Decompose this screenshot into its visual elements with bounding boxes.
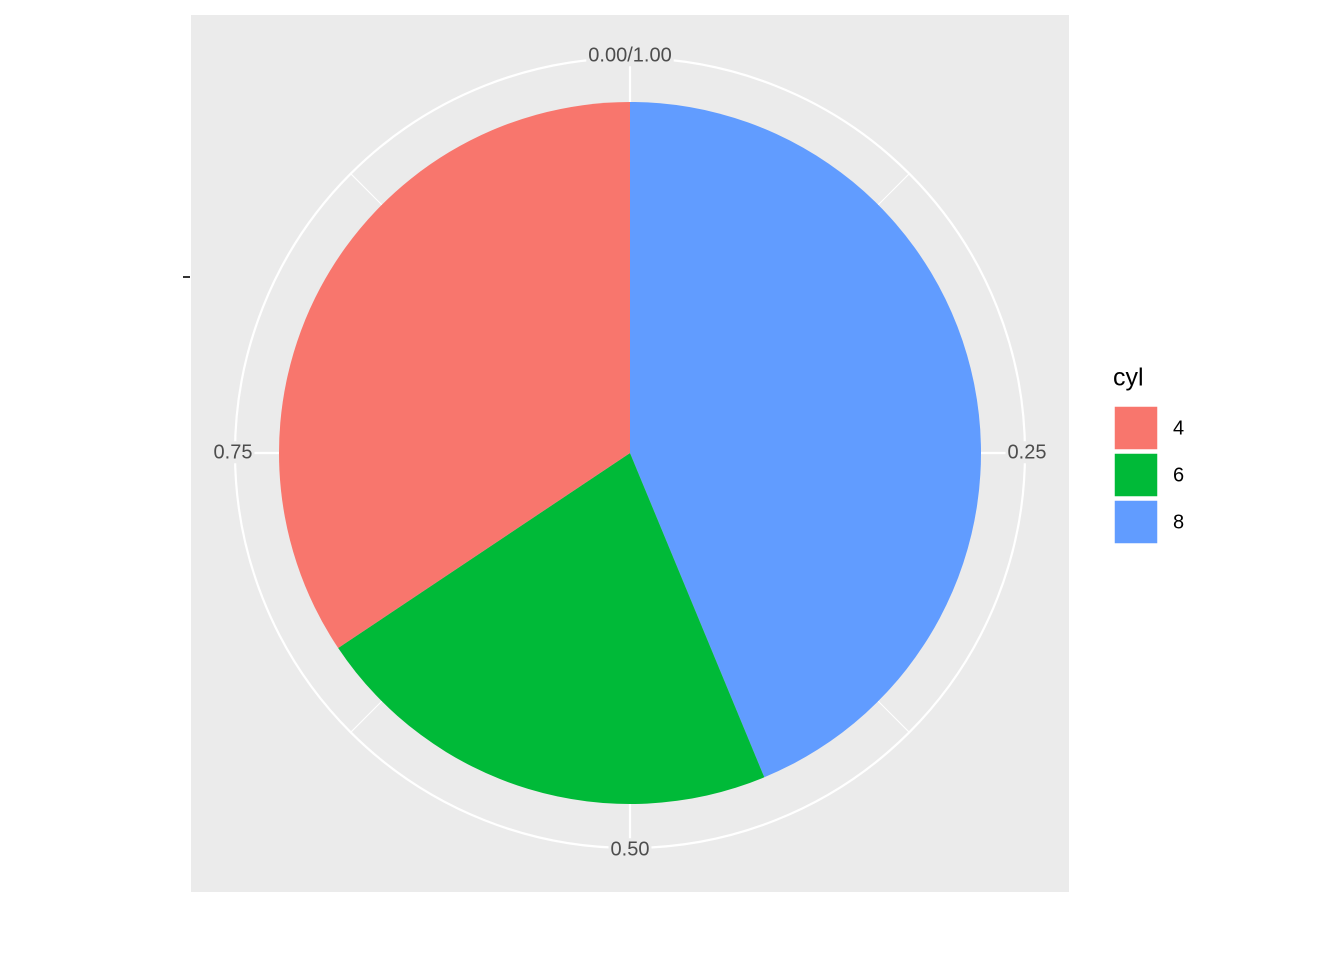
tick-label-bg: [211, 441, 255, 464]
legend-title: cyl: [1113, 364, 1144, 392]
theta-tick-label: 0.75: [214, 441, 253, 463]
legend-label: 6: [1173, 464, 1184, 486]
theta-ticks: 0.00/1.00 0.25 0.50 0.75: [211, 44, 1049, 861]
pie-slice: [279, 102, 630, 649]
legend-key: [1113, 452, 1159, 498]
legend-label: 8: [1173, 511, 1184, 533]
slices: [279, 102, 981, 804]
legend: 4 6 8: [1113, 405, 1184, 545]
theta-tick-label: 0.25: [1008, 441, 1047, 463]
legend-label: 4: [1173, 417, 1184, 439]
tick-label-bg: [608, 838, 652, 861]
legend-key: [1113, 405, 1159, 451]
theta-tick-label: 0.00/1.00: [588, 44, 671, 66]
pie-slice: [338, 453, 765, 804]
theta-tick-label: 0.50: [611, 838, 650, 860]
tick-label-bg: [1005, 441, 1049, 464]
pie-slice: [630, 102, 981, 778]
tick-label-bg: [586, 44, 674, 67]
legend-key: [1113, 499, 1159, 545]
